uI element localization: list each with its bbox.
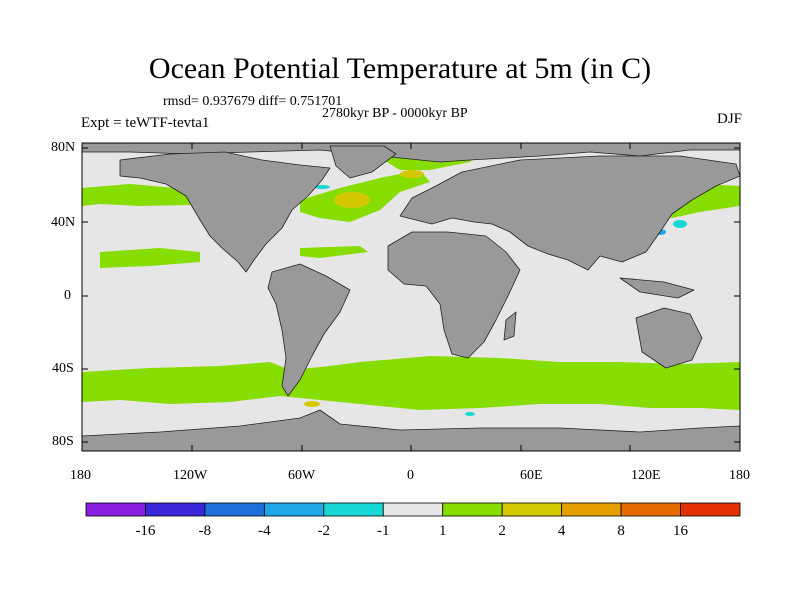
north-atlantic-patch (334, 192, 370, 208)
colorbar-swatch-4 (263, 502, 325, 517)
stats-text: rmsd= 0.937679 diff= 0.751701 (163, 94, 343, 109)
madagascar (503, 311, 517, 341)
axis-tick-marks (82, 143, 740, 451)
colorbar-label: 1 (439, 523, 447, 539)
colorbar-swatch-7 (442, 502, 503, 517)
lat-tick-80n: 80N (51, 140, 76, 155)
antarctica (82, 409, 740, 451)
colorbar-label: -1 (377, 523, 390, 539)
colorbar-label: 8 (617, 523, 625, 539)
drake-passage-patch (304, 401, 320, 407)
north-america (119, 151, 331, 273)
colorbar-label: 16 (673, 523, 689, 539)
south-america (267, 263, 351, 397)
season-label: DJF (716, 111, 742, 127)
warm-anomaly-bands (82, 148, 740, 410)
lon-tick-120e: 120E (631, 468, 661, 483)
norwegian-sea-patch (400, 170, 424, 178)
colorbar-swatch-9 (561, 502, 622, 517)
lon-tick-180-left: 180 (70, 468, 91, 483)
lon-tick-180-right: 180 (729, 468, 750, 483)
period-label: 2780kyr BP - 0000kyr BP (322, 106, 468, 121)
land-masses (82, 143, 740, 451)
colorbar-swatch-1 (85, 502, 146, 517)
cool-anomaly-patches (314, 185, 687, 416)
lat-tick-40n: 40N (51, 215, 76, 230)
lon-tick-60w: 60W (288, 468, 316, 483)
colorbar: -16 -8 -4 -2 -1 1 2 4 8 16 (85, 502, 741, 539)
experiment-label: Expt = teWTF-tevta1 (81, 115, 210, 131)
lat-tick-0: 0 (64, 288, 71, 303)
north-pacific-band (82, 184, 200, 206)
colorbar-swatch-5 (323, 502, 384, 517)
colorbar-label: -8 (199, 523, 212, 539)
eurasia (399, 155, 740, 271)
arctic-land (82, 143, 740, 163)
colorbar-swatch-3 (204, 502, 265, 517)
colorbar-label: 4 (558, 523, 566, 539)
southern-ocean-band (82, 356, 740, 410)
lon-tick-0: 0 (407, 468, 414, 483)
mid-atlantic-band (300, 246, 368, 258)
lon-tick-60e: 60E (520, 468, 543, 483)
japan-sea-patch (673, 220, 687, 228)
colorbar-label: -4 (258, 523, 271, 539)
lat-tick-80s: 80S (52, 434, 74, 449)
subtropical-north-pacific-band (100, 248, 200, 268)
lon-tick-120w: 120W (173, 468, 208, 483)
map-layer (82, 143, 740, 451)
africa (387, 231, 521, 359)
colorbar-swatch-8 (501, 502, 563, 517)
greenland (329, 145, 397, 179)
indonesia (619, 277, 695, 299)
colorbar-label: 2 (498, 523, 506, 539)
australia (635, 307, 703, 369)
colorbar-swatch-6 (382, 502, 444, 517)
lat-tick-40s: 40S (52, 361, 74, 376)
colorbar-swatch-10 (620, 502, 681, 517)
colorbar-label: -2 (318, 523, 331, 539)
colorbar-label: -16 (135, 523, 155, 539)
southern-cool-patch (465, 412, 475, 416)
colorbar-swatch-2 (145, 502, 206, 517)
colorbar-swatch-11 (680, 502, 741, 517)
figure-title: Ocean Potential Temperature at 5m (in C) (148, 52, 652, 85)
labrador-sea-patch (314, 185, 330, 189)
